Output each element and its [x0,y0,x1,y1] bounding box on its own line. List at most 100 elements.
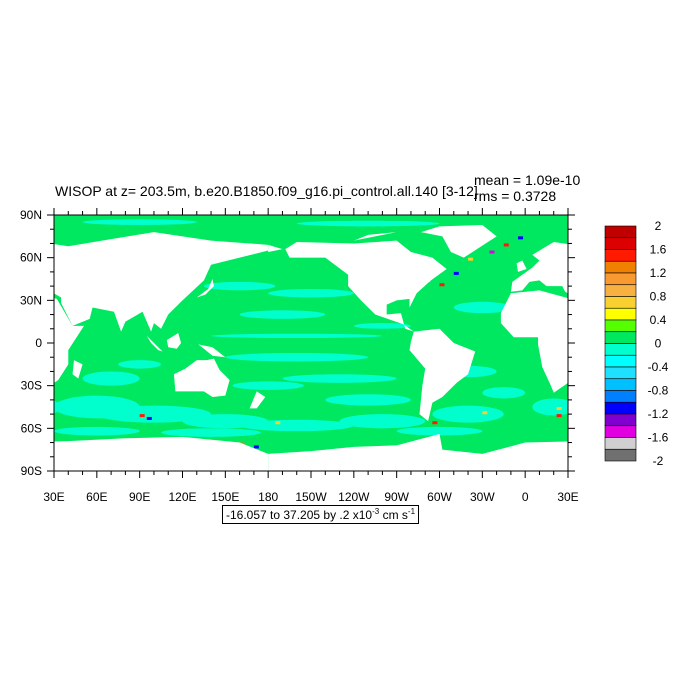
colorbar-box [604,401,637,415]
colorbar-box [604,354,637,368]
colorbar-box [604,366,637,380]
colorbar-box [604,237,637,250]
colorbar-label: -1.6 [648,431,669,445]
land-sumatra [661,336,677,352]
land-australia [688,359,700,397]
ocean-anomaly-patch [232,381,304,390]
land-greenland [420,224,497,258]
anomaly-speck [556,407,562,410]
anomaly-speck [432,421,438,425]
y-tick-label: 60N [20,251,42,265]
anomaly-speck [518,236,524,240]
land-nz [249,391,266,409]
land-namerica [285,240,447,332]
colorbar-box [604,331,637,344]
x-tick-label: 180 [258,490,278,504]
ocean-anomaly-patch [597,219,700,225]
land-borneo [166,333,182,349]
y-tick-label: 60S [21,421,42,435]
mean-stat: mean = 1.09e-10 [474,172,581,188]
x-tick-label: 90E [129,490,150,504]
anomaly-speck [146,416,152,420]
x-tick-label: 0 [522,490,529,504]
colorbar-box [604,319,637,333]
x-tick-label: 90W [384,490,409,504]
map-field [3,215,700,471]
anomaly-speck [439,283,445,287]
colorbar-box [604,284,637,297]
anomaly-speck [40,393,45,396]
colorbar-label: 0.4 [650,313,667,327]
ocean-anomaly-patch [239,310,326,319]
colorbar-label: -0.4 [648,360,669,374]
anomaly-speck [503,243,509,247]
ocean-anomaly-patch [118,360,162,369]
contour-info-label: -16.057 to 37.205 by .2 x10-3 cm s-1 [222,505,420,524]
ocean-anomaly-patch [82,219,197,225]
land-antarctica [268,434,568,471]
colorbar-label: 0 [655,337,662,351]
anomaly-speck [489,250,495,254]
colorbar-box [604,425,637,438]
ocean-anomaly-patch [697,414,700,428]
ocean-anomaly-patch [54,426,140,436]
y-tick-label: 90N [20,208,42,222]
ocean-anomaly-patch [339,414,426,429]
anomaly-speck [253,445,259,449]
anomaly-speck [556,414,562,418]
ocean-anomaly-patch [396,426,483,436]
ocean-anomaly-patch [282,374,397,383]
anomaly-speck [482,411,488,415]
anomaly-speck [275,421,281,425]
ocean-anomaly-patch [225,352,369,362]
land-madagascar [587,360,597,378]
ocean-anomaly-patch [54,400,62,414]
anomaly-speck [139,414,145,418]
land-arctic_islands [353,226,426,241]
y-tick-label: 90S [21,464,42,478]
land-africa [54,298,84,383]
ocean-anomaly-patch [82,371,140,386]
x-tick-label: 60W [427,490,452,504]
colorbar-label: -0.8 [648,384,669,398]
land-samerica [409,328,476,422]
anomaly-speck [453,271,459,275]
colorbar-box [604,378,637,391]
land-australia [173,358,230,398]
land-uk [3,261,13,272]
colorbar-box [604,448,637,462]
land-africa [500,290,568,393]
x-tick-label: 150W [295,490,327,504]
land-antarctica [54,436,269,471]
units-exponent: -1 [407,507,416,516]
ocean-anomaly-patch [325,394,411,406]
y-tick-label: 30N [20,293,42,307]
units: cm s [379,508,408,522]
colorbar-box [604,296,637,309]
colorbar-box [604,437,637,450]
ocean-anomaly-patch [203,281,276,291]
land-eurasia [510,242,568,294]
ocean-anomaly-patch [353,323,411,329]
ocean-anomaly-patch [161,428,262,437]
ocean-anomaly-patch [268,288,354,298]
colorbar-box [604,390,637,403]
colorbar-label: 0.8 [650,290,667,304]
x-tick-label: 120W [338,490,370,504]
anomaly-speck [468,257,474,261]
rms-stat: rms = 0.3728 [474,188,557,204]
y-tick-label: 0 [35,336,42,350]
plot-title: WISOP at z= 203.5m, b.e20.B1850.f09_g16.… [55,183,478,199]
land-madagascar [72,360,83,379]
colorbar-box [604,260,637,274]
ocean-anomaly-patch [532,398,568,416]
ocean-anomaly-patch [239,419,354,432]
land-sumatra [146,335,163,352]
land-japan [196,279,214,298]
colorbar-label: -1.2 [648,407,669,421]
y-tick-label: 30S [21,379,42,393]
ocean-anomaly-patch [96,405,212,423]
colorbar-box [604,343,637,356]
colorbar-label: 1.6 [650,243,667,257]
